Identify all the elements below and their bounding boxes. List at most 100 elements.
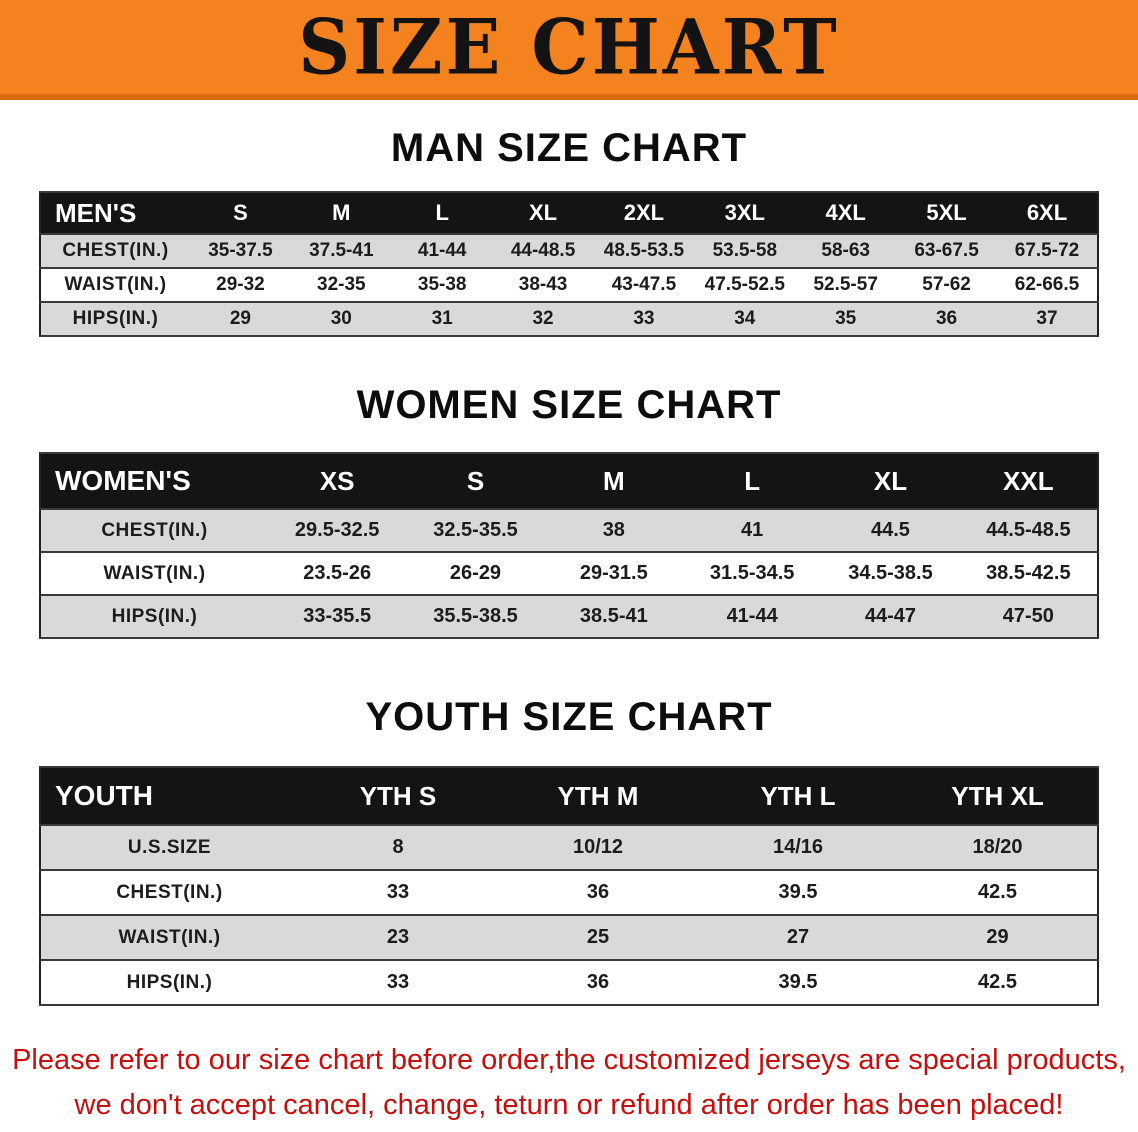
size-value-cell: 38.5-42.5	[986, 562, 1071, 584]
table-row: CHEST(IN.) 35-37.5 37.5-41 41-44 44-48.5 48.5…	[40, 234, 1098, 268]
size-value-cell: 23	[386, 926, 410, 948]
size-value-cell: 67.5-72	[1014, 240, 1080, 261]
men-size-section: MAN SIZE CHART MEN'S S M L XL 2XL 3XL 4XL 5XL 6XL C…	[0, 126, 1138, 337]
row-label: HIPS(IN.)	[126, 971, 213, 993]
size-value-cell: 37.5-41	[309, 240, 374, 261]
women-table-body: CHEST(IN.) 29.5-32.5 32.5-35.5 38 41 44.5 44.5…	[40, 509, 1098, 638]
size-column-header: S	[190, 192, 291, 234]
size-value-cell: 38.5-41	[579, 605, 648, 627]
table-row: HIPS(IN.) 33-35.5 35.5-38.5 38.5-41 41-44 44-…	[40, 595, 1098, 638]
size-value-cell: 38-43	[518, 274, 568, 295]
row-label: WAIST(IN.)	[103, 562, 206, 584]
size-value-cell: 44-48.5	[510, 240, 576, 261]
row-label: HIPS(IN.)	[111, 605, 198, 627]
sections-container: MAN SIZE CHART MEN'S S M L XL 2XL 3XL 4XL 5XL 6XL C…	[0, 126, 1138, 1006]
size-value-cell: 35.5-38.5	[433, 605, 518, 627]
youth-size-table: YOUTH YTH S YTH M YTH L YTH XL U.S.SIZE 8 10/12…	[39, 766, 1099, 1006]
size-value-cell: 34	[734, 308, 756, 329]
size-value-cell: 62-66.5	[1014, 274, 1080, 295]
size-value-cell: 53.5-58	[712, 240, 778, 261]
size-value-cell: 38	[602, 519, 625, 541]
size-value-cell: 37	[1036, 308, 1058, 329]
size-column-header: M	[290, 192, 392, 234]
size-value-cell: 31.5-34.5	[709, 562, 795, 584]
size-value-cell: 63-67.5	[914, 240, 979, 261]
size-column-header: YTH L	[698, 767, 898, 825]
women-size-table: WOMEN'S XS S M L XL XXL CHEST(IN.) 29.5-32.5 32.5…	[39, 452, 1099, 639]
table-row: CHEST(IN.) 29.5-32.5 32.5-35.5 38 41 44.5 44.5…	[40, 509, 1098, 552]
size-value-cell: 32.5-35.5	[433, 519, 518, 541]
banner-title: SIZE CHART	[298, 1, 840, 92]
size-value-cell: 41-44	[417, 240, 467, 261]
size-value-cell: 33	[386, 881, 410, 903]
women-header-row: WOMEN'S XS S M L XL XXL	[40, 453, 1098, 509]
size-column-header: L	[391, 192, 493, 234]
women-table-title: WOMEN'S	[40, 453, 268, 509]
size-value-cell: 35-37.5	[208, 240, 273, 261]
size-column-header: 3XL	[694, 192, 796, 234]
size-value-cell: 36	[935, 308, 958, 329]
size-column-header: YTH S	[298, 767, 498, 825]
size-value-cell: 34.5-38.5	[848, 562, 933, 584]
size-value-cell: 29.5-32.5	[294, 519, 380, 541]
size-value-cell: 36	[586, 881, 610, 903]
youth-section-heading: YOUTH SIZE CHART	[365, 695, 773, 739]
table-row: WAIST(IN.) 23.5-26 26-29 29-31.5 31.5-34.5 34…	[40, 552, 1098, 595]
size-column-header: S	[406, 453, 545, 509]
women-size-section: WOMEN SIZE CHART WOMEN'S XS S M L XL XXL CHEST(I…	[0, 383, 1138, 639]
size-value-cell: 26-29	[449, 562, 502, 584]
youth-table-title: YOUTH	[40, 767, 298, 825]
size-value-cell: 33	[386, 971, 410, 993]
table-row: WAIST(IN.) 29-32 32-35 35-38 38-43 43-47.5 47.…	[40, 268, 1098, 302]
size-value-cell: 29	[229, 308, 251, 329]
size-chart-banner: SIZE CHART	[0, 0, 1138, 100]
size-value-cell: 33-35.5	[303, 605, 372, 627]
row-label: WAIST(IN.)	[118, 926, 221, 948]
size-column-header: 2XL	[593, 192, 695, 234]
size-column-header: 5XL	[896, 192, 997, 234]
size-value-cell: 27	[786, 926, 810, 948]
disclaimer: Please refer to our size chart before or…	[0, 1038, 1138, 1128]
size-value-cell: 29-31.5	[579, 562, 648, 584]
row-label: U.S.SIZE	[127, 836, 212, 858]
row-label: CHEST(IN.)	[116, 881, 223, 903]
size-column-header: M	[544, 453, 683, 509]
size-value-cell: 39.5	[778, 881, 818, 903]
size-value-cell: 42.5	[978, 971, 1017, 993]
size-value-cell: 33	[633, 308, 655, 329]
size-value-cell: 43-47.5	[611, 274, 677, 295]
size-value-cell: 41-44	[726, 605, 778, 627]
men-table-body: CHEST(IN.) 35-37.5 37.5-41 41-44 44-48.5 48.5…	[40, 234, 1098, 336]
size-column-header: YTH M	[498, 767, 698, 825]
size-value-cell: 8	[392, 836, 404, 858]
women-table-head: WOMEN'S XS S M L XL XXL	[40, 453, 1098, 509]
row-label: WAIST(IN.)	[64, 274, 167, 295]
size-value-cell: 52.5-57	[813, 274, 878, 295]
size-value-cell: 48.5-53.5	[603, 240, 685, 261]
size-value-cell: 30	[330, 308, 352, 329]
table-row: CHEST(IN.) 33 36 39.5 42.5	[40, 870, 1098, 915]
size-value-cell: 35-38	[417, 274, 467, 295]
men-table-head: MEN'S S M L XL 2XL 3XL 4XL 5XL 6XL	[40, 192, 1098, 234]
size-value-cell: 32-35	[317, 274, 366, 295]
size-value-cell: 58-63	[821, 240, 870, 261]
size-value-cell: 41	[741, 519, 764, 541]
youth-header-row: YOUTH YTH S YTH M YTH L YTH XL	[40, 767, 1098, 825]
table-row: HIPS(IN.) 33 36 39.5 42.5	[40, 960, 1098, 1005]
size-column-header: YTH XL	[898, 767, 1098, 825]
size-value-cell: 44-47	[864, 605, 917, 627]
size-value-cell: 23.5-26	[303, 562, 372, 584]
size-value-cell: 42.5	[978, 881, 1017, 903]
men-size-table: MEN'S S M L XL 2XL 3XL 4XL 5XL 6XL CHEST(IN.) 35-37…	[39, 191, 1099, 337]
men-table-title: MEN'S	[40, 192, 190, 234]
women-section-heading: WOMEN SIZE CHART	[356, 383, 782, 427]
size-value-cell: 57-62	[922, 274, 971, 295]
table-row: U.S.SIZE 8 10/12 14/16 18/20	[40, 825, 1098, 870]
disclaimer-line-1: Please refer to our size chart before or…	[12, 1044, 1126, 1076]
size-column-header: XL	[492, 192, 594, 234]
size-column-header: XL	[821, 453, 960, 509]
row-label: CHEST(IN.)	[62, 240, 169, 261]
size-column-header: XXL	[959, 453, 1098, 509]
size-value-cell: 29-32	[216, 274, 265, 295]
size-value-cell: 47-50	[1002, 605, 1054, 627]
